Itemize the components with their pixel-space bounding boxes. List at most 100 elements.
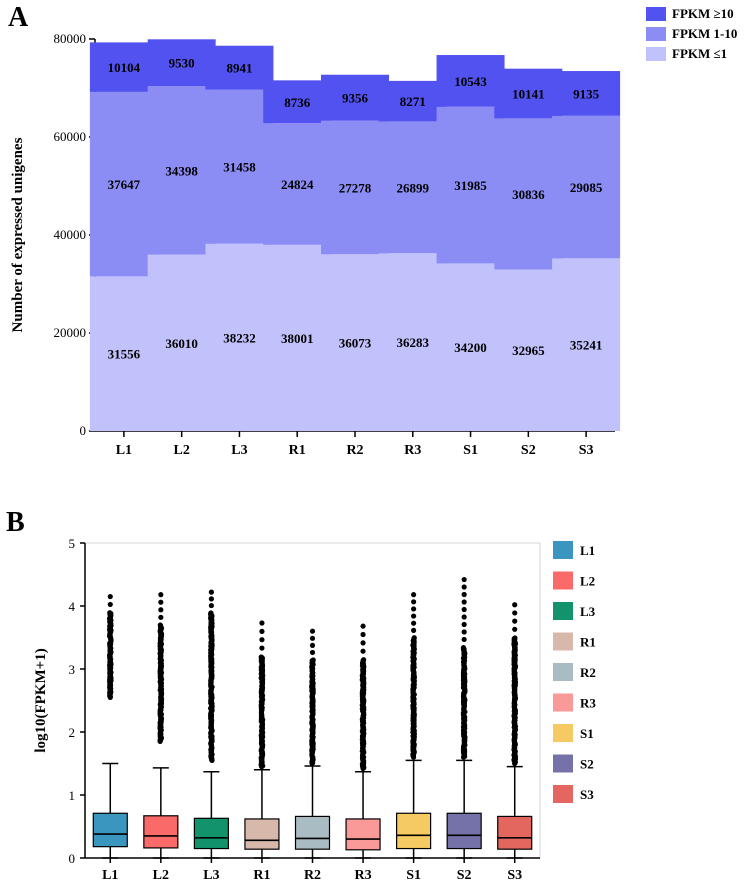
outlier-point <box>512 602 518 608</box>
legend-swatch <box>553 632 573 651</box>
outlier-point <box>208 589 214 595</box>
bar-segment-S3-0 <box>552 258 621 431</box>
outliers-dense <box>511 635 519 767</box>
bar-segment-R3-1 <box>378 121 447 254</box>
bar-segment-R1-2 <box>263 80 332 124</box>
y-tick-label: 3 <box>69 662 76 677</box>
data-label: 8941 <box>226 61 252 76</box>
legend-label: R3 <box>580 696 596 711</box>
bar-segment-S2-2 <box>494 68 563 119</box>
outlier-point <box>411 627 417 633</box>
data-label: 8271 <box>400 94 426 109</box>
x-tick-label: R1 <box>253 868 270 883</box>
bar-segment-S1-1 <box>436 106 505 264</box>
bar-segment-R2-1 <box>321 120 389 255</box>
legend-swatch <box>646 47 666 61</box>
outlier-point <box>107 601 113 608</box>
outlier-point <box>259 628 265 634</box>
outlier-point <box>208 610 214 616</box>
data-label: 8736 <box>284 95 311 110</box>
box-body <box>143 815 179 849</box>
outlier-point <box>411 613 417 619</box>
outlier-point <box>411 635 417 641</box>
outlier-point <box>461 591 467 598</box>
outlier-point <box>461 606 467 613</box>
data-label: 9356 <box>342 91 369 106</box>
box-S1 <box>396 592 432 859</box>
outlier-point <box>259 645 265 651</box>
box-body <box>396 812 432 850</box>
data-label: 36010 <box>165 336 198 351</box>
legend-swatch <box>553 724 573 742</box>
outliers-dense <box>309 657 316 767</box>
outlier-point <box>259 620 265 626</box>
bar-segment-L3-0 <box>205 243 274 431</box>
outliers-dense <box>208 610 215 763</box>
x-tick-label: L1 <box>116 443 132 458</box>
legend-label: R1 <box>580 635 596 650</box>
box-L3 <box>193 589 229 859</box>
outlier-point <box>461 614 467 620</box>
panel-a-letter: A <box>8 2 29 33</box>
outlier-point <box>461 621 467 628</box>
box-body <box>193 817 229 850</box>
legend-swatch <box>553 693 573 712</box>
legend-label: S1 <box>580 726 594 741</box>
bar-segment-S2-1 <box>494 118 563 270</box>
legend-swatch <box>553 602 573 620</box>
outlier-point <box>157 622 163 628</box>
y-tick-label: 0 <box>69 851 76 866</box>
outlier-point <box>158 607 164 613</box>
x-tick-label: R3 <box>354 868 371 883</box>
box-body <box>294 815 331 850</box>
bar-segment-S1-2 <box>436 55 505 107</box>
bar-segment-R2-2 <box>321 74 389 121</box>
box-R3 <box>345 623 381 859</box>
data-label: 29085 <box>570 180 603 195</box>
outlier-point <box>309 635 316 641</box>
outlier-point <box>158 599 164 605</box>
outlier-point <box>461 629 467 635</box>
legend-label: L2 <box>580 574 595 589</box>
x-tick-label: S1 <box>406 868 421 883</box>
outlier-point <box>411 620 417 626</box>
y-axis-label: Number of expressed unigenes <box>10 137 26 332</box>
outlier-point <box>107 610 113 616</box>
data-label: 38232 <box>223 330 256 345</box>
data-label: 37647 <box>108 177 141 192</box>
outlier-point <box>158 592 164 598</box>
box-body <box>244 818 280 850</box>
legend-swatch <box>553 541 573 559</box>
bar-segment-L3-2 <box>205 45 274 90</box>
data-label: 10141 <box>512 87 545 102</box>
outlier-point <box>107 593 113 600</box>
outlier-point <box>309 649 316 656</box>
data-label: 34200 <box>454 340 487 355</box>
box-S2 <box>446 576 482 859</box>
data-label: 34398 <box>165 163 198 178</box>
y-tick-label: 20000 <box>54 325 87 340</box>
legend-label: FPKM ≥10 <box>672 6 734 21</box>
legend-label: L1 <box>580 543 595 558</box>
bar-segment-R2-0 <box>321 254 389 431</box>
x-tick-label: L3 <box>203 868 219 883</box>
outlier-point <box>309 642 316 648</box>
x-tick-label: L3 <box>231 443 247 458</box>
outlier-point <box>309 628 316 634</box>
data-label: 10543 <box>454 74 487 89</box>
bar-segment-R1-0 <box>263 244 332 431</box>
legend-swatch <box>553 571 573 590</box>
x-tick-label: R3 <box>404 443 421 458</box>
outlier-point <box>411 592 417 598</box>
legend-swatch <box>553 785 573 803</box>
data-label: 24824 <box>281 177 314 192</box>
box-L2 <box>143 592 179 859</box>
outlier-point <box>360 623 366 629</box>
box-body <box>92 812 128 848</box>
outlier-point <box>208 602 214 609</box>
x-tick-label: S3 <box>579 443 594 458</box>
outlier-point <box>411 606 417 612</box>
outlier-point <box>460 644 467 651</box>
outlier-point <box>360 648 366 654</box>
legend-label: FPKM 1-10 <box>672 26 737 41</box>
